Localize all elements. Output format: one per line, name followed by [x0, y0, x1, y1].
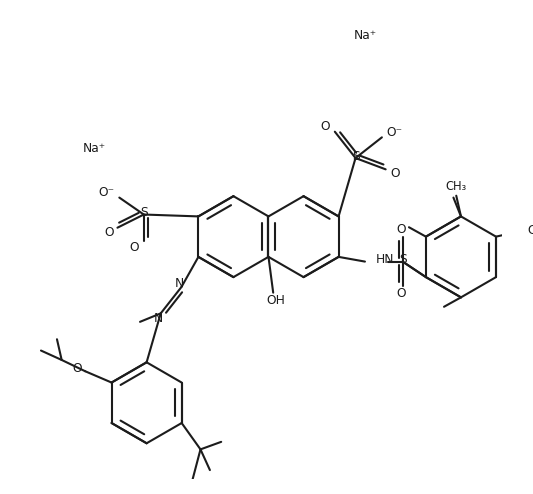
- Text: N: N: [154, 312, 164, 325]
- Text: Na⁺: Na⁺: [83, 142, 106, 155]
- Text: O: O: [321, 120, 330, 132]
- Text: O⁻: O⁻: [98, 186, 114, 200]
- Text: CH₃: CH₃: [446, 180, 467, 193]
- Text: O: O: [390, 166, 400, 180]
- Text: OH: OH: [266, 293, 286, 307]
- Text: S: S: [353, 150, 360, 163]
- Text: O: O: [397, 223, 407, 236]
- Text: Na⁺: Na⁺: [354, 29, 377, 41]
- Text: S: S: [140, 206, 148, 219]
- Text: O: O: [104, 226, 114, 239]
- Text: Cl: Cl: [527, 224, 533, 238]
- Text: HN: HN: [376, 253, 395, 266]
- Text: N: N: [175, 277, 184, 290]
- Text: O: O: [130, 241, 139, 254]
- Text: O: O: [73, 362, 83, 375]
- Text: O: O: [397, 287, 407, 300]
- Text: O⁻: O⁻: [386, 126, 402, 139]
- Text: S: S: [400, 253, 407, 266]
